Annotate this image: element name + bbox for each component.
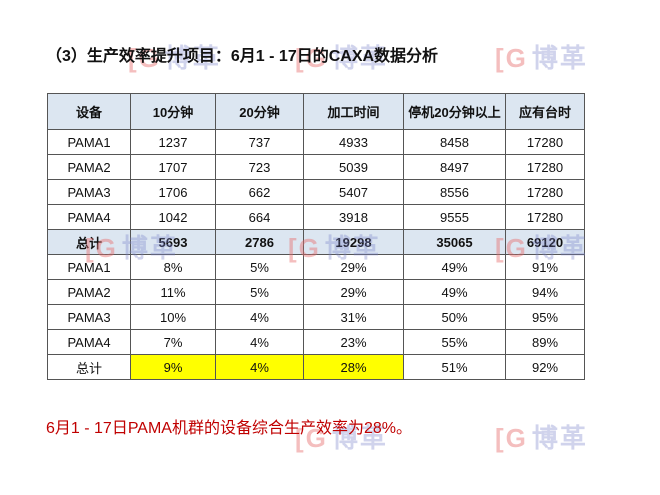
table-row: PAMA4 7% 4% 23% 55% 89% bbox=[47, 329, 585, 355]
table-cell: 8458 bbox=[403, 129, 506, 155]
table-cell: 737 bbox=[215, 129, 304, 155]
table-cell: 5693 bbox=[130, 229, 216, 255]
table-cell: 29% bbox=[303, 279, 404, 305]
column-header: 应有台时 bbox=[505, 93, 585, 130]
table-cell: PAMA4 bbox=[47, 329, 131, 355]
table-cell: 9% bbox=[130, 354, 216, 380]
table-cell: 1237 bbox=[130, 129, 216, 155]
table-cell: 3918 bbox=[303, 204, 404, 230]
table-cell: PAMA1 bbox=[47, 129, 131, 155]
table-cell: 5407 bbox=[303, 179, 404, 205]
table-cell: 17280 bbox=[505, 129, 585, 155]
table-cell: 1042 bbox=[130, 204, 216, 230]
table-cell: 1707 bbox=[130, 154, 216, 180]
table-cell: 8556 bbox=[403, 179, 506, 205]
table-cell: 17280 bbox=[505, 204, 585, 230]
data-table: 设备 10分钟 20分钟 加工时间 停机20分钟以上 应有台时 PAMA1 1237 737 4… bbox=[47, 93, 585, 380]
table-cell: 11% bbox=[130, 279, 216, 305]
watermark-logo: [G 博革 bbox=[295, 43, 388, 73]
table-cell: 4% bbox=[215, 329, 304, 355]
table-cell: 55% bbox=[403, 329, 506, 355]
table-cell: 2786 bbox=[215, 229, 304, 255]
column-header: 10分钟 bbox=[130, 93, 216, 130]
table-cell: 95% bbox=[505, 304, 585, 330]
table-row: 总计 9% 4% 28% 51% 92% bbox=[47, 354, 585, 380]
table-row: PAMA2 11% 5% 29% 49% 94% bbox=[47, 279, 585, 305]
table-row: PAMA3 10% 4% 31% 50% 95% bbox=[47, 304, 585, 330]
conclusion-note: 6月1 - 17日PAMA机群的设备综合生产效率为28%。 bbox=[46, 420, 412, 437]
table-cell: PAMA2 bbox=[47, 279, 131, 305]
column-header: 加工时间 bbox=[303, 93, 404, 130]
table-cell: 7% bbox=[130, 329, 216, 355]
column-header: 设备 bbox=[47, 93, 131, 130]
table-cell: 4% bbox=[215, 354, 304, 380]
table-cell: 总计 bbox=[47, 354, 131, 380]
table-cell: 49% bbox=[403, 279, 506, 305]
watermark-logo: [G 博革 bbox=[495, 43, 588, 73]
table-cell: PAMA3 bbox=[47, 304, 131, 330]
table-cell: PAMA1 bbox=[47, 254, 131, 280]
table-cell: 89% bbox=[505, 329, 585, 355]
table-cell: 28% bbox=[303, 354, 404, 380]
table-row: PAMA3 1706 662 5407 8556 17280 bbox=[47, 179, 585, 205]
table-cell: 4933 bbox=[303, 129, 404, 155]
table-cell: 17280 bbox=[505, 154, 585, 180]
watermark-logo: [G 博革 bbox=[85, 233, 178, 263]
column-header: 20分钟 bbox=[215, 93, 304, 130]
table-cell: 23% bbox=[303, 329, 404, 355]
table-cell: 94% bbox=[505, 279, 585, 305]
table-row: PAMA1 8% 5% 29% 49% 91% bbox=[47, 254, 585, 280]
table-cell: 17280 bbox=[505, 179, 585, 205]
table-cell: 31% bbox=[303, 304, 404, 330]
table-cell: 49% bbox=[403, 254, 506, 280]
column-header: 停机20分钟以上 bbox=[403, 93, 506, 130]
table-row: PAMA2 1707 723 5039 8497 17280 bbox=[47, 154, 585, 180]
table-cell: 51% bbox=[403, 354, 506, 380]
watermark-logo: [G 博革 bbox=[495, 233, 588, 263]
watermark-logo: [G 博革 bbox=[295, 423, 388, 453]
table-cell: PAMA4 bbox=[47, 204, 131, 230]
table-cell: 50% bbox=[403, 304, 506, 330]
table-cell: 9555 bbox=[403, 204, 506, 230]
table-row: PAMA1 1237 737 4933 8458 17280 bbox=[47, 129, 585, 155]
table-row: PAMA4 1042 664 3918 9555 17280 bbox=[47, 204, 585, 230]
table-row: 总计 5693 2786 19298 35065 69120 bbox=[47, 229, 585, 255]
table-cell: 5% bbox=[215, 279, 304, 305]
table-cell: 664 bbox=[215, 204, 304, 230]
watermark-logo: [G 博革 bbox=[495, 423, 588, 453]
table-cell: 1706 bbox=[130, 179, 216, 205]
table-cell: 92% bbox=[505, 354, 585, 380]
table-cell: PAMA2 bbox=[47, 154, 131, 180]
watermark-logo: [G 博革 bbox=[128, 43, 221, 73]
table-cell: 10% bbox=[130, 304, 216, 330]
table-cell: 4% bbox=[215, 304, 304, 330]
table-cell: 35065 bbox=[403, 229, 506, 255]
table-cell: 8497 bbox=[403, 154, 506, 180]
table-cell: 5039 bbox=[303, 154, 404, 180]
watermark-logo: [G 博革 bbox=[288, 233, 381, 263]
table-cell: 69120 bbox=[505, 229, 585, 255]
table-cell: 662 bbox=[215, 179, 304, 205]
table-cell: 29% bbox=[303, 254, 404, 280]
table-cell: 723 bbox=[215, 154, 304, 180]
slide-title: （3）生产效率提升项目：6月1 - 17日的CAXA数据分析 bbox=[46, 48, 439, 65]
table-cell: PAMA3 bbox=[47, 179, 131, 205]
